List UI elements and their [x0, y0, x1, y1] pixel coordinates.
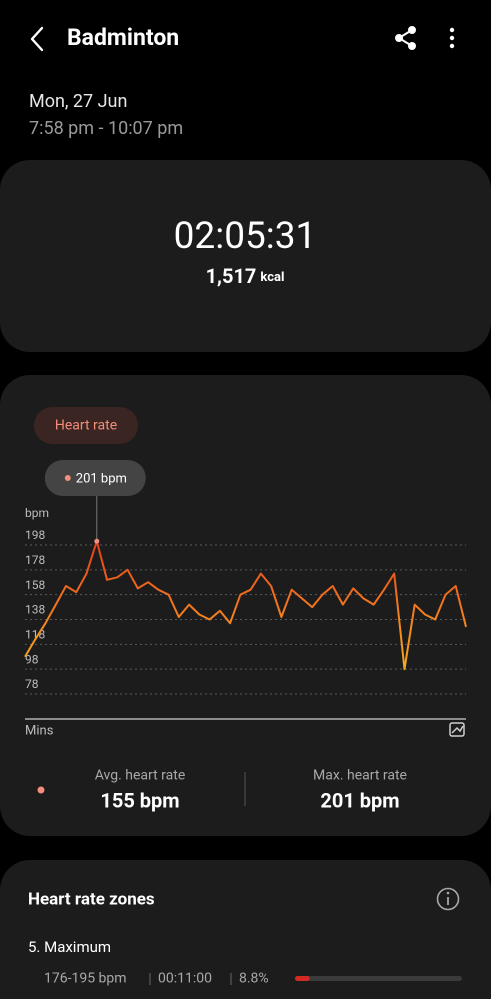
- y-tick-label: 98: [25, 652, 39, 666]
- avg-label: Avg. heart rate: [95, 768, 186, 784]
- y-tick-label: 178: [25, 553, 45, 567]
- session-time: 7:58 pm - 10:07 pm: [29, 118, 183, 139]
- zone-time: 00:11:00: [158, 971, 212, 987]
- peak-marker: [94, 538, 100, 544]
- zone-bar-track: [295, 976, 462, 981]
- duration: 02:05:31: [174, 215, 317, 258]
- session-date: Mon, 27 Jun: [29, 91, 127, 112]
- page-title: Badminton: [67, 24, 179, 51]
- expand-chart-button[interactable]: [449, 722, 465, 737]
- share-button[interactable]: [395, 26, 416, 50]
- zones-card: [0, 860, 491, 999]
- tooltip: [44, 460, 146, 496]
- calories-unit: kcal: [260, 270, 284, 285]
- summary-card: [0, 160, 491, 352]
- y-tick-label: 198: [25, 528, 45, 542]
- heart-rate-tab[interactable]: [34, 407, 138, 444]
- zone-range: 176-195 bpm: [44, 971, 127, 987]
- tooltip-label: 201 bpm: [76, 471, 127, 486]
- y-axis-label: bpm: [25, 506, 49, 520]
- legend-dot: [37, 786, 45, 794]
- heart-rate-line: [24, 540, 467, 671]
- zone-bar: [295, 976, 310, 981]
- max-label: Max. heart rate: [313, 768, 407, 784]
- avg-value: 155 bpm: [100, 788, 179, 812]
- zone-share: 8.8%: [239, 971, 269, 987]
- calories-line: 1,517 kcal: [206, 264, 285, 288]
- y-tick-label: 158: [25, 578, 45, 592]
- more-button[interactable]: [449, 27, 455, 49]
- x-axis-label: Mins: [25, 723, 54, 738]
- info-button[interactable]: [436, 887, 460, 911]
- calories: 1,517: [206, 264, 257, 288]
- heart-rate-tab-label: Heart rate: [55, 418, 117, 434]
- y-tick-label: 138: [25, 603, 45, 617]
- y-tick-label: 78: [25, 677, 39, 691]
- tooltip-dot: [64, 475, 71, 481]
- zones-title: Heart rate zones: [28, 889, 155, 909]
- back-button[interactable]: [30, 26, 44, 52]
- zone-name: 5. Maximum: [28, 938, 111, 956]
- heart-rate-card: [0, 375, 491, 836]
- max-value: 201 bpm: [320, 788, 399, 812]
